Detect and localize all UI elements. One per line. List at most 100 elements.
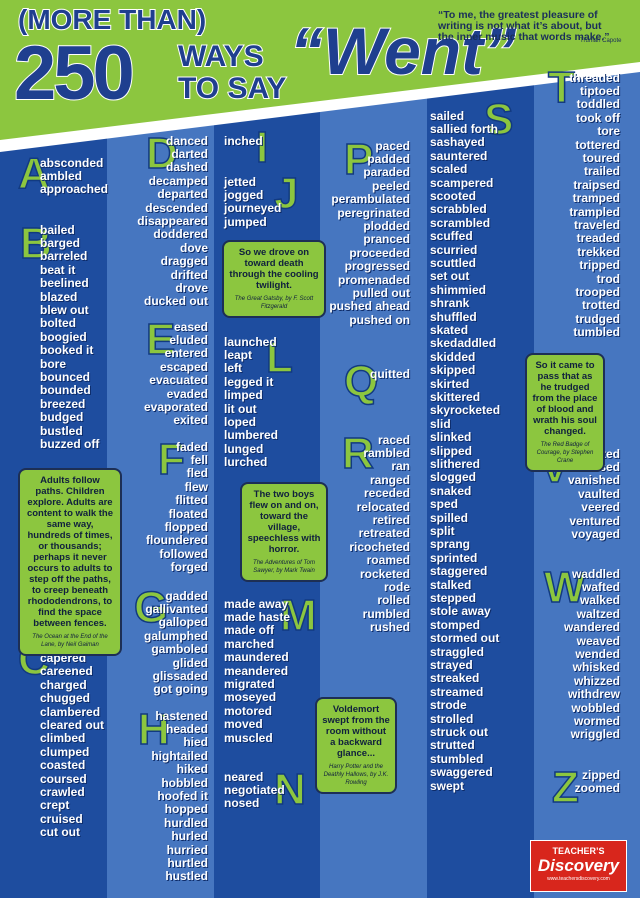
word: boogied: [40, 329, 87, 344]
logo: TEACHER’S Discovery www.teachersdiscover…: [530, 840, 627, 892]
word: evaded: [166, 386, 208, 401]
word: hobbled: [161, 775, 208, 790]
section-letter: Z: [551, 763, 579, 812]
word: slithered: [430, 456, 481, 471]
word: ran: [391, 459, 410, 474]
word: hopped: [164, 802, 208, 817]
word: budged: [40, 410, 84, 425]
quote-source: The Ocean at the End of the Lane, by Nei…: [32, 634, 108, 648]
word: forged: [170, 560, 208, 575]
word: slipped: [430, 443, 473, 458]
section-letter: F: [157, 435, 185, 484]
word: lurched: [224, 455, 268, 470]
section-letter: R: [341, 429, 374, 478]
word: moved: [224, 717, 263, 732]
word: evaporated: [143, 399, 208, 414]
word: skirted: [430, 376, 470, 391]
word: peregrinated: [337, 205, 410, 220]
quote-text: Adults follow paths. Children explore. A…: [26, 475, 114, 629]
word: barreled: [40, 249, 88, 264]
word: stole away: [430, 604, 491, 619]
word: ricocheted: [349, 539, 410, 554]
word: threaded: [569, 70, 620, 85]
word: crawled: [40, 784, 85, 799]
word: descended: [145, 200, 208, 215]
word: wobbled: [571, 700, 620, 715]
word: strutted: [430, 738, 475, 753]
word: wormed: [573, 713, 620, 728]
word: made haste: [224, 609, 291, 624]
word: veered: [581, 500, 620, 515]
word: sailed: [430, 108, 465, 123]
word: vanished: [567, 473, 620, 488]
word: negotiated: [224, 782, 285, 797]
word: peeled: [371, 178, 410, 193]
word: scrabbled: [430, 202, 487, 217]
section-letter: H: [137, 705, 170, 754]
word: rumbled: [362, 606, 410, 621]
word: faded: [175, 439, 208, 454]
quote-source: The Adventures of Tom Sawyer, by Mark Tw…: [253, 560, 315, 574]
word: sprang: [430, 537, 471, 552]
word: wended: [575, 646, 620, 661]
word: tripped: [579, 258, 620, 273]
word: hurdled: [164, 815, 208, 830]
word: waddled: [571, 566, 620, 581]
word: progressed: [344, 259, 410, 274]
word: eased: [173, 319, 208, 334]
word: relocated: [356, 499, 410, 514]
section-letter: A: [17, 149, 50, 198]
word: padded: [367, 151, 410, 166]
word: flew: [184, 479, 208, 494]
word: bounced: [40, 369, 90, 384]
word: barged: [40, 235, 81, 250]
word: bailed: [40, 222, 75, 237]
word: voyaged: [571, 526, 620, 541]
word: rode: [383, 579, 410, 594]
word: sashayed: [430, 135, 485, 150]
word: straggled: [430, 644, 485, 659]
word: migrated: [224, 676, 275, 691]
word: zoomed: [574, 780, 620, 795]
word: slogged: [430, 470, 477, 485]
word: danced: [165, 133, 208, 148]
word: blazed: [40, 289, 78, 304]
word: swaggered: [430, 765, 493, 780]
word: shuffled: [430, 309, 477, 324]
word: escaped: [159, 359, 208, 374]
word: jogged: [224, 187, 264, 202]
quote-box: Adults follow paths. Children explore. A…: [18, 468, 122, 656]
word: bolted: [40, 316, 76, 331]
word: hied: [183, 735, 208, 750]
word: fled: [186, 466, 208, 481]
word: cruised: [40, 811, 83, 826]
word: buzzed off: [40, 436, 100, 451]
quote-source: The Red Badge of Courage, by Stephen Cra…: [536, 442, 594, 464]
word: moseyed: [224, 690, 277, 705]
word: gadded: [165, 588, 208, 603]
word: approached: [40, 182, 109, 197]
word: split: [430, 523, 455, 538]
word: lit out: [224, 401, 257, 416]
section-letter: J: [273, 169, 299, 218]
word: stomped: [430, 617, 481, 632]
word: drifted: [170, 267, 208, 282]
word: skidded: [430, 349, 476, 364]
word: cleared out: [40, 717, 105, 732]
section-letter: Q: [343, 357, 379, 406]
word: jetted: [224, 174, 257, 189]
word: toddled: [576, 97, 620, 112]
word: paraded: [363, 165, 410, 180]
word: marched: [224, 636, 275, 651]
section-letter: B: [19, 219, 52, 268]
word: took off: [576, 110, 620, 125]
section-letter: W: [543, 563, 586, 612]
word: stalked: [430, 577, 472, 592]
word: zipped: [582, 767, 620, 782]
word: dove: [179, 240, 208, 255]
quote-source: Harry Potter and the Deathly Hallows, by…: [323, 764, 389, 786]
word: hastened: [155, 708, 208, 723]
word: raced: [377, 432, 410, 447]
word: shimmied: [430, 282, 487, 297]
